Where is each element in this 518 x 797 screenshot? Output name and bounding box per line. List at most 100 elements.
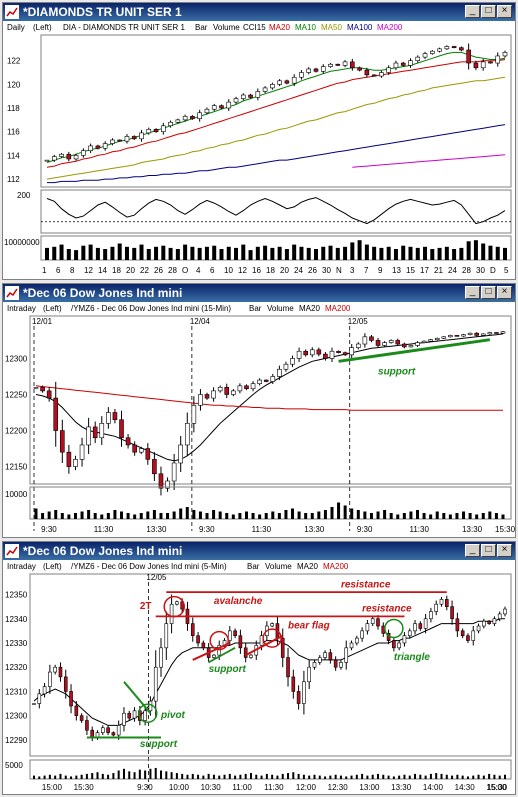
price-candle [164,623,169,649]
header-symbol[interactable]: /YMZ6 - Dec 06 Dow Jones Ind mini (5-Min… [71,562,227,571]
price-candle [395,340,401,345]
price-tick-label: 118 [7,104,20,113]
minimize-button[interactable]: _ [465,286,480,299]
header-bar[interactable]: Bar [249,304,262,313]
price-candle [277,80,282,85]
header-timeframe[interactable]: Intraday [7,304,36,313]
close-button[interactable]: × [497,544,512,557]
price-candle [355,637,359,644]
price-candle [100,727,105,733]
x-tick-label: 13:00 [359,783,380,792]
volume-bar [133,772,136,779]
maximize-button[interactable]: □ [481,5,496,18]
header-ma50[interactable]: MA50 [321,23,342,32]
price-candle [480,333,486,336]
price-candle [270,623,274,627]
volume-bar [128,771,131,779]
volume-bar [191,773,194,779]
volume-bar [401,245,406,260]
maximize-button[interactable]: □ [481,286,496,299]
header-axis[interactable]: (Left) [33,23,52,32]
header-ma20[interactable]: MA20 [297,562,318,571]
header-volume[interactable]: Volume [267,304,294,313]
x-tick-label: 13 [392,266,401,275]
minimize-button[interactable]: _ [465,544,480,557]
header-ma200[interactable]: MA200 [323,562,349,571]
volume-bar [310,513,314,519]
price-candle [119,419,124,439]
price-candle [32,703,36,705]
price-candle [418,623,423,629]
price-candle [211,105,217,110]
volume-bar [226,246,231,260]
header-axis[interactable]: (Left) [43,562,62,571]
header-ma20[interactable]: MA20 [269,23,290,32]
header-ma200[interactable]: MA200 [325,304,351,313]
title-bar[interactable]: *DIAMONDS TR UNIT SER 1 _ □ × [3,3,515,21]
header-symbol[interactable]: DIA - DIAMONDS TR UNIT SER 1 [63,23,185,32]
pivot-circle [138,703,158,723]
volume-bar [107,774,110,779]
five-min-chart-plot[interactable]: 12350 12340 12330 12320 12310 12300 12290 12/05… [3,573,515,794]
header-ma10[interactable]: MA10 [295,23,316,32]
header-volume[interactable]: Volume [213,23,240,32]
price-candle [44,159,50,162]
volume-bar [276,775,279,779]
price-candle [428,339,433,342]
volume-bar [112,773,115,779]
maximize-button[interactable]: □ [481,544,496,557]
price-candle [122,712,126,726]
ma-line-ma50 [46,76,506,180]
volume-bar [113,510,117,519]
header-axis[interactable]: (Left) [43,304,62,313]
price-candle [448,335,453,338]
price-candle [494,332,499,334]
x-tick-label: 15 [406,266,415,275]
volume-bar [343,246,348,260]
price-candle [85,720,89,731]
bear-flag-annotation: bear flag [288,620,330,631]
header-volume[interactable]: Volume [265,562,292,571]
header-ma100[interactable]: MA100 [347,23,373,32]
fifteen-min-chart-plot[interactable]: 12300 12250 12200 12150 12/01 12/04 12/05 suppo… [3,315,516,537]
volume-bar [498,775,501,779]
volume-bar [101,773,104,779]
close-button[interactable]: × [497,5,512,18]
header-timeframe[interactable]: Intraday [7,562,36,571]
price-tick-label: 12310 [5,687,28,696]
x-tick-label: 10 [224,266,233,275]
price-candle [131,136,137,140]
header-timeframe[interactable]: Daily [7,23,25,32]
volume-bar [461,775,464,779]
volume-bar [504,774,506,779]
ma-line-ma10 [46,51,506,163]
price-panel [29,315,512,485]
header-ma20[interactable]: MA20 [299,304,320,313]
close-button[interactable]: × [497,286,512,299]
title-bar[interactable]: *Dec 06 Dow Jones Ind mini _ □ × [3,542,515,560]
volume-bar [81,245,86,260]
price-candle [423,618,428,629]
header-symbol[interactable]: /YMZ6 - Dec 06 Dow Jones Ind mini (15-Mi… [71,304,232,313]
volume-bar [144,770,147,779]
price-candle [291,676,296,692]
title-bar[interactable]: *Dec 06 Dow Jones Ind mini _ □ × [3,284,515,302]
header-ma200[interactable]: MA200 [377,23,403,32]
minimize-button[interactable]: _ [465,5,480,18]
double-top-annotation: 2T [140,601,152,612]
volume-bar [350,508,354,519]
price-candle [79,444,85,460]
header-cci15[interactable]: CCI15 [243,23,266,32]
window-title: *DIAMONDS TR UNIT SER 1 [23,5,182,19]
header-bar[interactable]: Bar [247,562,260,571]
x-tick-label: 26 [154,266,163,275]
price-candle [466,635,470,641]
volume-bar [475,514,479,519]
price-candle [211,390,216,399]
volume-bar [265,773,268,779]
volume-bar [190,246,195,260]
header-bar[interactable]: Bar [195,23,208,32]
x-tick-label: 11:00 [232,783,252,792]
price-candle [283,363,289,370]
